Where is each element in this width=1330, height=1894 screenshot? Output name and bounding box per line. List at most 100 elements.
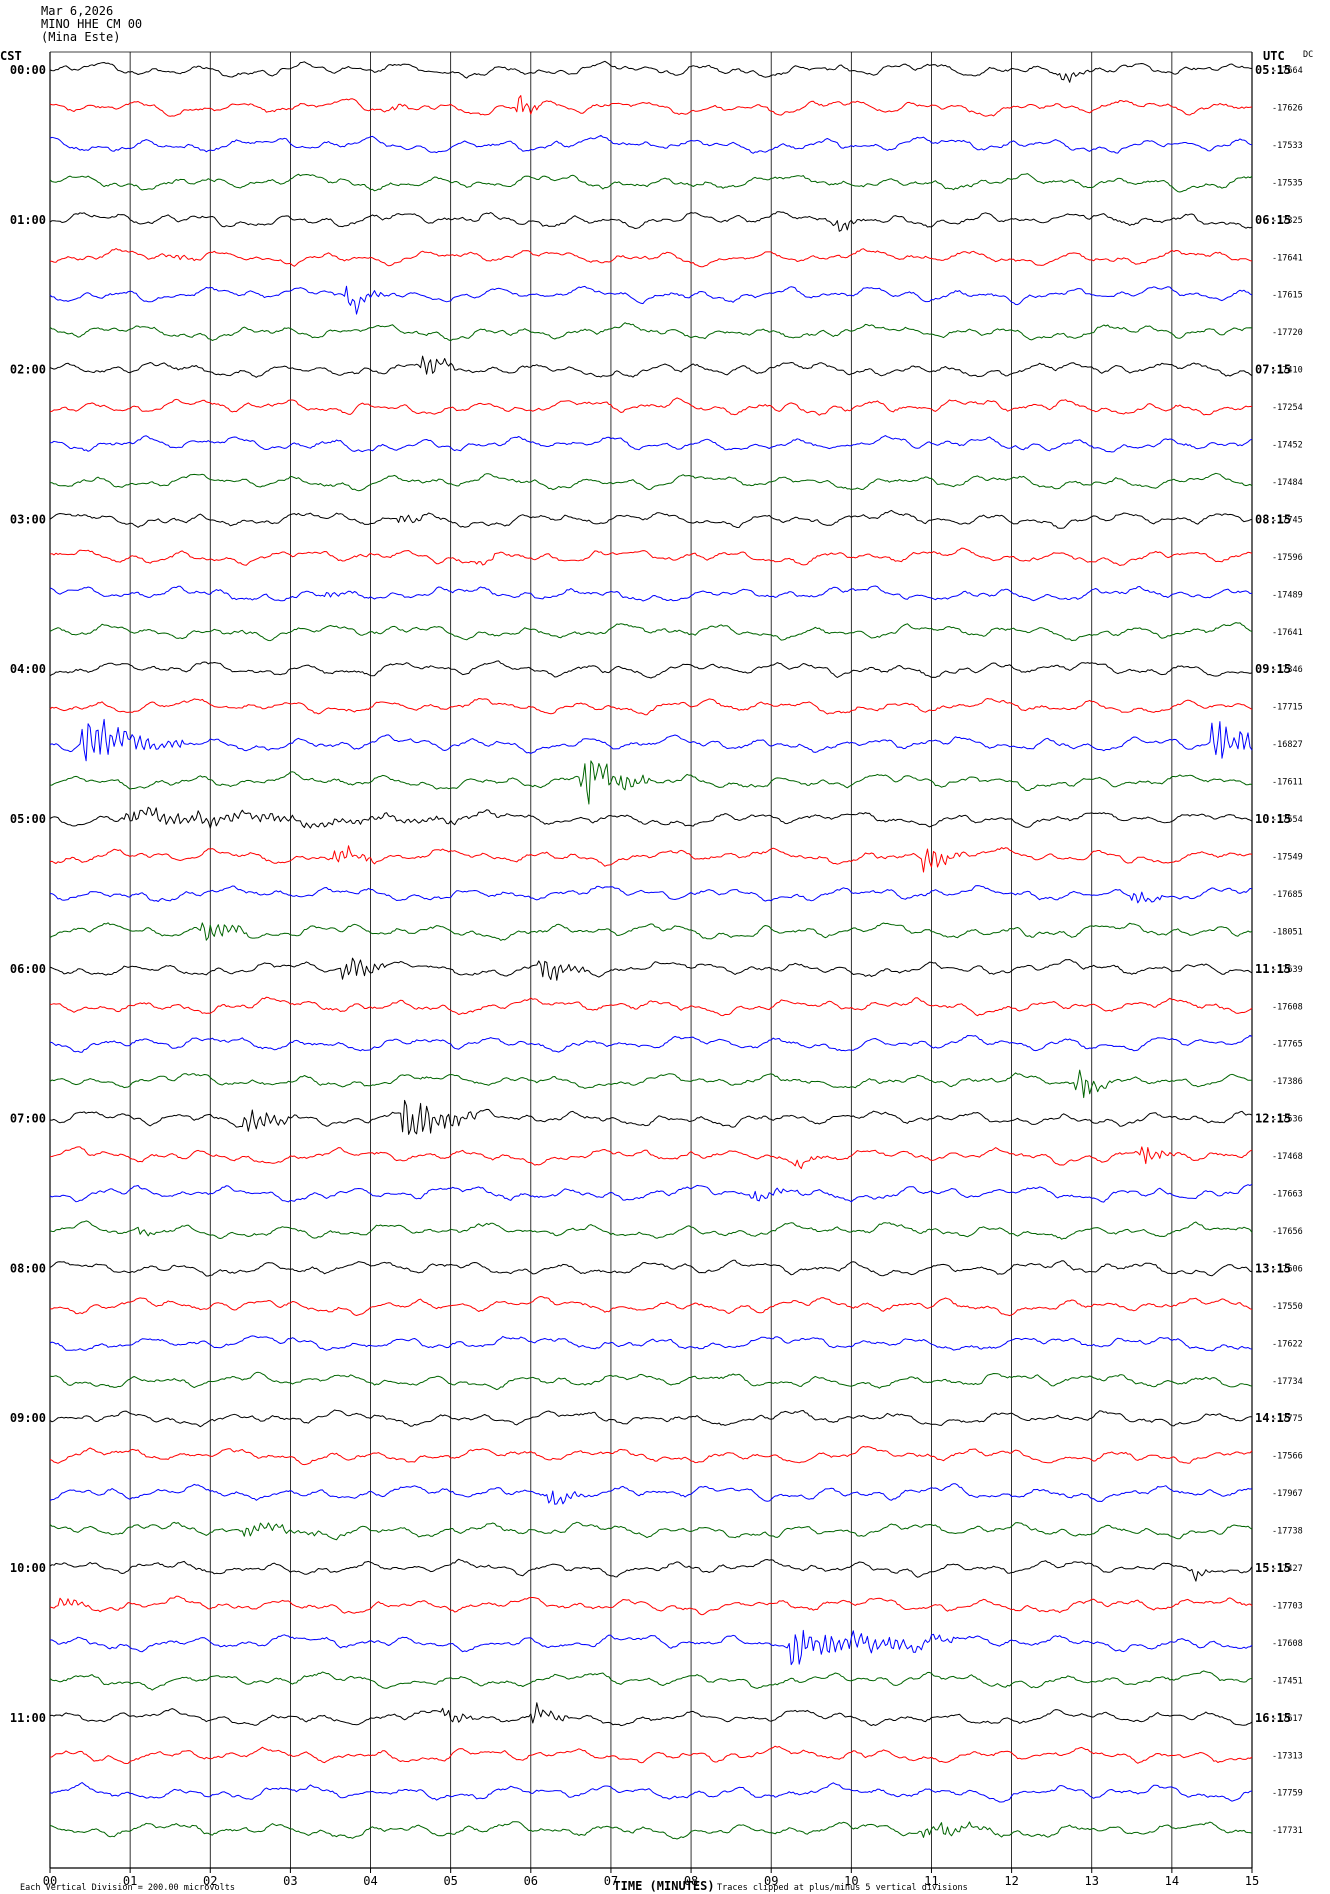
utc-zone-label: UTC (1263, 49, 1285, 63)
x-tick-label: 07 (604, 1874, 618, 1888)
cst-hour-label: 00:00 (10, 63, 46, 77)
dc-value: -17745 (1272, 515, 1303, 525)
dc-value: -17484 (1272, 478, 1303, 488)
station-label: MINO HHE CM 00 (41, 17, 143, 31)
dc-value: -17468 (1272, 1152, 1303, 1162)
utc-hour-label: 15:15 (1255, 1561, 1291, 1575)
dc-value: -17549 (1272, 852, 1303, 862)
dc-header-label: DC (1303, 50, 1313, 60)
dc-value: -17325 (1272, 216, 1303, 226)
trace-6 (49, 285, 1253, 315)
trace-9 (49, 397, 1253, 416)
trace-26 (49, 1034, 1253, 1053)
dc-value: -17703 (1272, 1601, 1303, 1611)
trace-33 (49, 1296, 1253, 1317)
trace-37 (49, 1446, 1253, 1466)
trace-25 (49, 996, 1253, 1017)
trace-7 (49, 322, 1253, 342)
dc-value: -17734 (1272, 1377, 1303, 1387)
x-tick-label: 02 (203, 1874, 217, 1888)
dc-value: -17608 (1272, 1002, 1303, 1012)
dc-value: -17550 (1272, 1302, 1303, 1312)
dc-value: -17533 (1272, 141, 1303, 151)
trace-27 (49, 1069, 1252, 1099)
trace-12 (49, 509, 1253, 529)
dc-value: -17626 (1272, 103, 1303, 113)
trace-29 (49, 1146, 1253, 1170)
dc-value: -16827 (1272, 740, 1303, 750)
trace-22 (49, 885, 1253, 904)
trace-28 (50, 1099, 1253, 1135)
x-tick-label: 00 (43, 1874, 57, 1888)
trace-44 (49, 1702, 1253, 1727)
x-tick-label: 11 (924, 1874, 938, 1888)
cst-hour-label: 03:00 (10, 512, 46, 526)
trace-13 (49, 547, 1253, 566)
time-gridlines (49, 51, 1253, 1869)
x-tick-label: 15 (1245, 1874, 1259, 1888)
trace-15 (49, 622, 1253, 642)
trace-0 (49, 60, 1253, 83)
utc-hour-label: 10:15 (1255, 812, 1291, 826)
x-tick-label: 08 (684, 1874, 698, 1888)
scale-note: Each Vertical Division = 200.00 microvol… (20, 1883, 235, 1893)
dc-value: -17489 (1272, 590, 1303, 600)
dc-value: -17566 (1272, 1452, 1303, 1462)
dc-value: -17606 (1272, 1264, 1303, 1274)
utc-hour-label: 14:15 (1255, 1411, 1291, 1425)
dc-value: -17775 (1272, 1414, 1303, 1424)
cst-hour-label: 08:00 (10, 1261, 46, 1275)
trace-8 (49, 355, 1253, 378)
trace-30 (49, 1183, 1253, 1203)
trace-23 (49, 922, 1253, 941)
cst-hour-label: 07:00 (10, 1112, 46, 1126)
utc-hour-label: 16:15 (1255, 1711, 1291, 1725)
x-tick-label: 12 (1004, 1874, 1018, 1888)
dc-value: -17313 (1272, 1751, 1303, 1761)
trace-24 (49, 957, 1253, 981)
utc-hour-label: 12:15 (1255, 1112, 1291, 1126)
dc-value: -17452 (1272, 441, 1303, 451)
trace-35 (49, 1371, 1253, 1391)
trace-46 (49, 1782, 1253, 1803)
trace-10 (49, 435, 1253, 453)
dc-value: -17663 (1272, 1190, 1303, 1200)
dc-value: -17611 (1272, 778, 1303, 788)
trace-32 (49, 1259, 1253, 1277)
clip-note: Traces clipped at plus/minus 5 vertical … (717, 1883, 968, 1893)
trace-34 (49, 1335, 1253, 1352)
dc-value: -17535 (1272, 178, 1303, 188)
trace-43 (49, 1670, 1253, 1691)
utc-hour-label: 07:15 (1255, 363, 1291, 377)
x-axis-title: TIME (MINUTES) (613, 1879, 714, 1893)
trace-3 (49, 173, 1253, 193)
dc-value: -17451 (1272, 1676, 1303, 1686)
dc-value: -17615 (1272, 291, 1303, 301)
cst-hour-label: 10:00 (10, 1561, 46, 1575)
cst-hour-label: 11:00 (10, 1711, 46, 1725)
trace-18 (49, 718, 1253, 762)
trace-38 (49, 1483, 1253, 1505)
trace-11 (49, 472, 1253, 492)
x-tick-label: 09 (764, 1874, 778, 1888)
dc-value: -17386 (1272, 1077, 1303, 1087)
cst-hour-label: 04:00 (10, 662, 46, 676)
trace-19 (50, 760, 1253, 805)
dc-value: -17685 (1272, 890, 1303, 900)
dc-value: -17656 (1272, 1227, 1303, 1237)
dc-value: -17596 (1272, 553, 1303, 563)
trace-47 (49, 1821, 1253, 1840)
dc-value: -17738 (1272, 1527, 1303, 1537)
dc-value: -17608 (1272, 1639, 1303, 1649)
x-tick-label: 01 (123, 1874, 137, 1888)
utc-hour-label: 06:15 (1255, 213, 1291, 227)
trace-16 (49, 660, 1253, 679)
utc-hour-label: 05:15 (1255, 63, 1291, 77)
trace-4 (49, 211, 1253, 232)
seismic-traces (49, 60, 1253, 1840)
trace-21 (49, 845, 1253, 873)
dc-value: -17617 (1272, 1714, 1303, 1724)
trace-14 (49, 585, 1253, 602)
cst-hour-label: 06:00 (10, 962, 46, 976)
location-label: (Mina Este) (41, 30, 121, 44)
